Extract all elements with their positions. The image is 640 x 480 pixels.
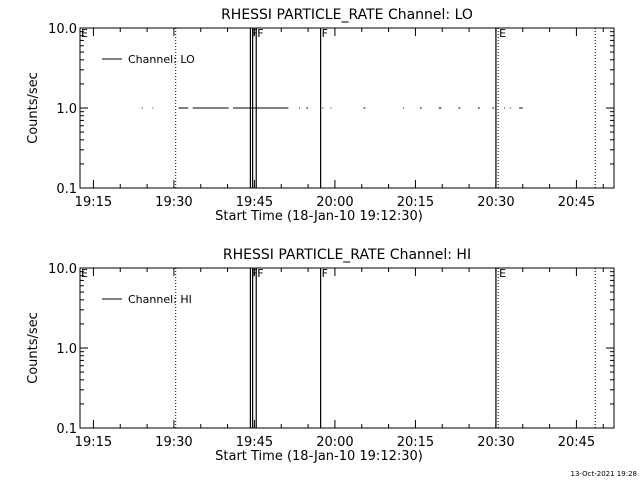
y-tick-label: 10.0 <box>48 22 77 37</box>
x-tick-label: 20:45 <box>558 435 595 450</box>
x-tick-label: 19:15 <box>75 435 112 450</box>
x-tick-label: 20:00 <box>316 435 353 450</box>
legend-label: Channel: LO <box>128 53 195 66</box>
y-tick-label: 1.0 <box>56 102 77 117</box>
plot-frame <box>79 27 615 189</box>
marker-label: E <box>499 267 506 280</box>
x-tick-label: 20:30 <box>477 435 514 450</box>
chart-title: RHESSI PARTICLE_RATE Channel: HI <box>223 247 471 263</box>
x-tick-label: 20:45 <box>558 195 595 210</box>
y-axis-label: Counts/sec <box>26 72 41 144</box>
x-tick-label: 20:15 <box>397 195 434 210</box>
x-tick-label: 19:45 <box>236 435 273 450</box>
plot-frame <box>79 267 615 429</box>
y-tick-label: 1.0 <box>56 342 77 357</box>
x-tick-label: 20:30 <box>477 195 514 210</box>
marker-label: E <box>81 267 88 280</box>
x-axis-label: Start Time (18-Jan-10 19:12:30) <box>215 209 423 224</box>
panel-lo: RHESSI PARTICLE_RATE Channel: LO 0.1 1.0 10… <box>26 7 615 224</box>
y-tick-label: 10.0 <box>48 262 77 277</box>
x-tick-label: 19:15 <box>75 195 112 210</box>
x-tick-label: 19:45 <box>236 195 273 210</box>
footer-timestamp: 13-Oct-2021 19:28 <box>571 470 637 478</box>
x-tick-label: 20:00 <box>316 195 353 210</box>
y-tick-label: 0.1 <box>56 422 77 437</box>
marker-label: E <box>81 27 88 40</box>
marker-label: F <box>251 27 257 40</box>
marker-label: F <box>257 267 263 280</box>
x-axis-label: Start Time (18-Jan-10 19:12:30) <box>215 449 423 464</box>
chart-title: RHESSI PARTICLE_RATE Channel: LO <box>221 7 473 23</box>
x-tick-label: 20:15 <box>397 435 434 450</box>
x-tick-label: 19:30 <box>155 195 192 210</box>
legend-label: Channel: HI <box>128 293 192 306</box>
y-axis-label: Counts/sec <box>26 312 41 384</box>
y-tick-label: 0.1 <box>56 182 77 197</box>
x-tick-label: 19:30 <box>155 435 192 450</box>
marker-label: E <box>499 27 506 40</box>
marker-label: F <box>257 27 263 40</box>
marker-label: F <box>322 27 328 40</box>
panel-hi: RHESSI PARTICLE_RATE Channel: HI 0.1 1.0 10… <box>26 247 615 464</box>
marker-label: F <box>251 267 257 280</box>
marker-label: F <box>322 267 328 280</box>
